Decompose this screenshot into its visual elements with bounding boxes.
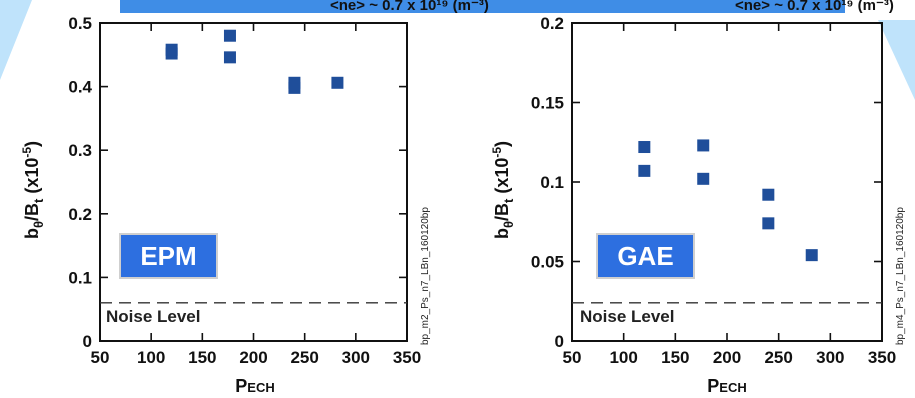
data-point	[223, 51, 236, 64]
data-point	[638, 164, 651, 177]
x-axis-ticks: 50 100 150 200 250 300 350	[563, 23, 896, 367]
y-tick-label: 0.1	[540, 173, 564, 192]
x-tick-label: 150	[188, 348, 216, 367]
x-tick-label: 250	[764, 348, 792, 367]
plot-frame	[571, 22, 883, 342]
epm-panel: 0 0.1 0.2 0.3 0.4 0.5 50 100 150 200 250 300 350 No…	[20, 14, 431, 396]
y-tick-label: 0.1	[68, 268, 92, 287]
data-points	[165, 29, 344, 94]
x-axis-label: PECH	[707, 376, 746, 396]
y-tick-label: 0.3	[68, 141, 92, 160]
banner-text-left: <ne> ~ 0.7 x 10¹⁹ (m⁻³)	[330, 0, 489, 14]
left-edge-decoration	[0, 0, 32, 80]
data-point	[638, 141, 651, 154]
noise-level-label: Noise Level	[106, 307, 201, 326]
y-tick-label: 0.5	[68, 14, 92, 33]
data-points	[638, 139, 818, 262]
noise-level-label: Noise Level	[580, 307, 675, 326]
x-tick-label: 300	[816, 348, 844, 367]
y-tick-label: 0	[555, 332, 564, 351]
x-tick-label: 300	[342, 348, 370, 367]
x-tick-label: 350	[868, 348, 896, 367]
file-id-label: bp_m2_Ps_n7_LBn_160120bp	[420, 207, 431, 345]
data-point	[165, 43, 178, 56]
data-point	[762, 188, 775, 201]
data-point	[697, 139, 710, 152]
gae-tag-label: GAE	[617, 241, 673, 271]
gae-tag-box	[596, 233, 695, 279]
y-tick-label: 0.05	[531, 253, 564, 272]
data-point	[288, 81, 301, 94]
right-edge-decoration	[878, 20, 915, 100]
epm-tag-label: EPM	[140, 241, 196, 271]
y-axis-label: bθ/Bt (x10-5)	[490, 141, 516, 239]
y-tick-label: 0.2	[540, 14, 564, 33]
data-point	[331, 76, 344, 89]
y-axis-label: bθ/Bt (x10-5)	[20, 141, 46, 239]
data-point	[697, 172, 710, 185]
banner-text-right: <ne> ~ 0.7 x 10¹⁹ (m⁻³)	[735, 0, 894, 14]
data-point	[223, 29, 236, 42]
file-id-label: bp_m4_Ps_n7_LBn_160120bp	[895, 207, 906, 345]
x-axis-label: PECH	[235, 376, 274, 396]
x-tick-label: 150	[661, 348, 689, 367]
density-banner	[120, 0, 845, 13]
x-tick-label: 200	[239, 348, 267, 367]
y-axis-ticks: 0 0.05 0.1 0.15 0.2	[531, 14, 882, 351]
x-tick-label: 100	[137, 348, 165, 367]
x-tick-label: 50	[91, 348, 110, 367]
y-axis-ticks: 0 0.1 0.2 0.3 0.4 0.5	[68, 14, 407, 351]
x-tick-label: 100	[609, 348, 637, 367]
y-tick-label: 0.4	[68, 78, 92, 97]
x-axis-ticks: 50 100 150 200 250 300 350	[91, 23, 421, 367]
x-tick-label: 250	[290, 348, 318, 367]
epm-tag-box	[119, 233, 218, 279]
gae-panel: 0 0.05 0.1 0.15 0.2 50 100 150 200 250 300 350 Noi…	[490, 14, 906, 396]
data-point	[762, 217, 775, 230]
x-tick-label: 50	[563, 348, 582, 367]
x-tick-label: 350	[393, 348, 421, 367]
data-point	[805, 249, 818, 262]
y-tick-label: 0.2	[68, 205, 92, 224]
y-tick-label: 0.15	[531, 94, 564, 113]
y-tick-label: 0	[83, 332, 92, 351]
x-tick-label: 200	[713, 348, 741, 367]
plot-frame	[99, 22, 408, 342]
